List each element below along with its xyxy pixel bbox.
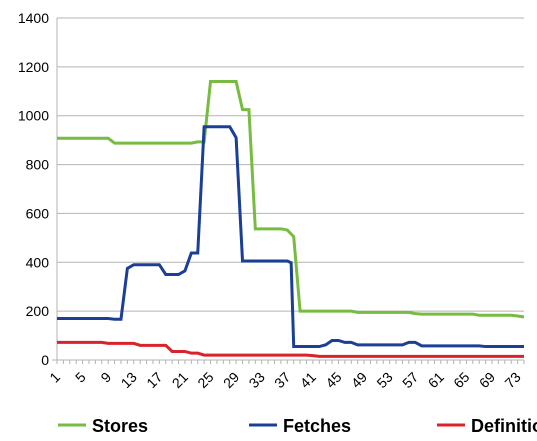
x-tick-label: 61 [425, 369, 447, 391]
y-tick-label: 800 [26, 157, 50, 173]
y-tick-label: 1000 [18, 108, 49, 124]
x-tick-label: 33 [246, 369, 268, 391]
x-tick-label: 5 [72, 369, 89, 386]
x-tick-label: 25 [194, 369, 216, 391]
gridlines [57, 17, 524, 312]
y-tick-label: 0 [41, 352, 49, 368]
legend: Stores Fetches Definitions [58, 416, 537, 436]
y-tick-label: 200 [26, 303, 50, 319]
x-tick-label: 65 [450, 369, 472, 391]
x-tick-label: 21 [169, 369, 191, 391]
series-lines [57, 80, 525, 358]
legend-label: Stores [92, 416, 148, 436]
series-line-stores [57, 80, 525, 319]
y-tick-label: 1200 [18, 59, 49, 75]
legend-item-stores: Stores [58, 416, 148, 436]
x-tick-label: 1 [46, 369, 63, 386]
x-tick-label: 17 [143, 369, 165, 391]
x-tick-label: 41 [297, 369, 319, 391]
x-tick-label: 69 [476, 369, 498, 391]
y-tick-label: 400 [26, 254, 50, 270]
y-tick-label: 600 [26, 205, 50, 221]
x-tick-label: 73 [501, 369, 523, 391]
x-tick-label: 49 [348, 369, 370, 391]
legend-item-fetches: Fetches [249, 416, 351, 436]
series-line-fetches [57, 125, 524, 349]
legend-label: Fetches [283, 416, 351, 436]
axes [52, 18, 525, 364]
x-tick-label: 45 [322, 369, 344, 391]
x-tick-label: 13 [118, 369, 140, 391]
x-tick-label: 53 [373, 369, 395, 391]
x-tick-label: 29 [220, 369, 242, 391]
y-tick-labels: 0 200 400 600 800 1000 1200 1400 [18, 10, 49, 368]
y-tick-label: 1400 [18, 10, 49, 26]
x-tick-label: 57 [399, 369, 421, 391]
x-tick-labels: 1 5 9 13 17 21 25 29 33 37 41 45 49 53 57 61 65 69 73 [46, 369, 524, 391]
x-tick-label: 37 [271, 369, 293, 391]
legend-label: Definitions [471, 416, 537, 436]
legend-item-definitions: Definitions [437, 416, 537, 436]
series-line-definitions [57, 340, 524, 358]
x-tick-label: 9 [97, 369, 114, 386]
